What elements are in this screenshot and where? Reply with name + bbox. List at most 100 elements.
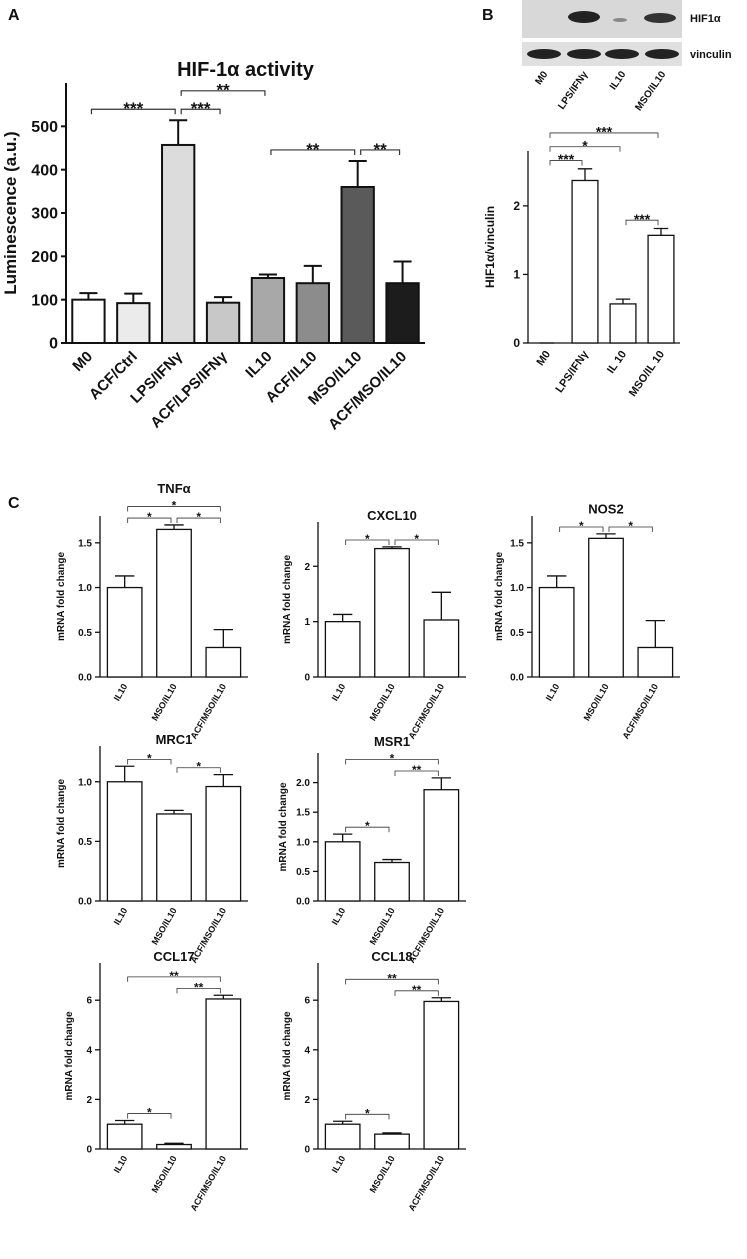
y-tick-label: 2 (304, 562, 310, 573)
error-bar (164, 1142, 184, 1145)
significance-label: * (414, 532, 419, 546)
x-tick-label: ACF/MSO/IL10 (325, 348, 410, 433)
bar (374, 1133, 410, 1150)
band-label: HIF1α (690, 13, 721, 25)
y-tick-label: 1.5 (78, 538, 92, 549)
significance-label: ** (387, 971, 397, 985)
bar (340, 186, 375, 344)
x-tick-label: MSO/IL 10 (627, 349, 667, 399)
x-tick-label: M0 (69, 348, 96, 375)
error-bar (596, 533, 616, 539)
y-tick-label: 0 (513, 336, 520, 350)
significance-bracket (345, 978, 439, 985)
y-tick-label: 0 (304, 673, 310, 684)
chart-title: MSR1 (374, 734, 410, 749)
y-tick-label: 0 (86, 1145, 92, 1156)
bar (205, 646, 242, 678)
significance-label: * (147, 1106, 152, 1120)
error-bar (615, 298, 631, 304)
y-tick-label: 2 (513, 199, 520, 213)
significance-bracket (127, 976, 221, 982)
significance-bracket (176, 987, 221, 994)
significance-bracket (127, 1113, 172, 1119)
error-bar (431, 997, 452, 1002)
y-tick-label: 0 (49, 336, 58, 353)
x-tick-label: IL10 (544, 682, 562, 703)
bar (647, 234, 675, 344)
error-bar (431, 591, 452, 620)
x-tick-label: MSO/IL10 (368, 1154, 397, 1195)
x-tick-label: IL 10 (605, 349, 629, 376)
error-bar (393, 260, 412, 284)
error-bar (546, 575, 567, 588)
error-bar (114, 575, 135, 588)
significance-bracket (608, 526, 653, 532)
significance-bracket (180, 108, 221, 115)
significance-bracket (127, 758, 172, 765)
y-tick-label: 0.0 (510, 673, 524, 684)
error-bar (348, 160, 367, 187)
bar-chart: 0.0 0.5 1.0 1.5 mRNA fold change IL10 MSO/IL10… (494, 501, 680, 741)
bar (106, 586, 143, 678)
bar (571, 179, 599, 344)
y-tick-label: 4 (304, 1045, 310, 1056)
y-axis-label: mRNA fold change (56, 779, 67, 869)
x-tick-label: MSO/IL10 (368, 906, 397, 947)
significance-bracket (90, 108, 176, 115)
blot-band (613, 18, 627, 22)
significance-label: * (579, 519, 584, 533)
blot-band (605, 49, 639, 59)
bar (588, 537, 624, 678)
bar (250, 277, 286, 344)
x-tick-label: ACF/MSO/IL10 (188, 682, 228, 741)
y-tick-label: 1.0 (510, 583, 524, 594)
error-bar (114, 765, 135, 782)
y-axis-label: HIF1α/vinculin (483, 206, 497, 288)
x-tick-label: ACF/MSO/IL10 (406, 682, 446, 741)
significance-label: *** (558, 151, 575, 167)
significance-label: ** (412, 983, 422, 997)
bar-chart: 0.0 0.5 1.0 1.5 2.0 mRNA fold change IL10 MSO/I… (278, 734, 466, 965)
x-tick-label: IL10 (112, 682, 130, 703)
lane-label: MSO/IL10 (633, 69, 668, 113)
bar (71, 298, 106, 344)
bar (156, 813, 192, 902)
y-tick-label: 0.5 (78, 837, 92, 848)
error-bar (653, 227, 669, 236)
significance-label: * (147, 751, 152, 765)
x-tick-label: M0 (534, 349, 553, 368)
y-tick-label: 1 (304, 617, 310, 628)
significance-label: ** (374, 140, 388, 159)
y-axis-label: mRNA fold change (278, 782, 289, 872)
bar (324, 1123, 361, 1150)
band-label: vinculin (690, 49, 732, 61)
significance-label: * (582, 137, 588, 153)
blot-band (568, 11, 600, 23)
error-bar (431, 777, 452, 790)
y-tick-label: 0.0 (78, 897, 92, 908)
bar-chart: 0 100 200 300 400 500 Luminescence (a.u.) M0 ACF… (1, 59, 425, 433)
bar (423, 1000, 460, 1150)
significance-bracket (180, 90, 266, 96)
significance-label: *** (634, 211, 651, 227)
significance-label: * (365, 1106, 370, 1120)
y-tick-label: 500 (31, 119, 58, 136)
significance-bracket (270, 149, 356, 155)
bar (156, 1143, 192, 1150)
significance-label: * (196, 760, 201, 774)
x-tick-label: IL10 (330, 682, 348, 703)
chart-title: CCL18 (371, 949, 412, 964)
bar (205, 998, 242, 1150)
error-bar (213, 628, 234, 648)
bar (637, 646, 674, 678)
x-tick-label: IL10 (242, 348, 275, 381)
y-axis-label: Luminescence (a.u.) (1, 131, 20, 294)
bar (609, 303, 637, 344)
blot-band (527, 49, 561, 59)
significance-bracket (394, 990, 439, 996)
lane-label: M0 (533, 69, 550, 87)
bar (385, 282, 420, 345)
